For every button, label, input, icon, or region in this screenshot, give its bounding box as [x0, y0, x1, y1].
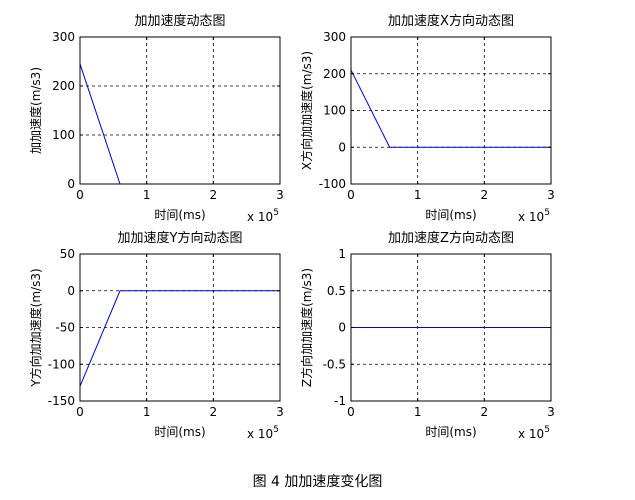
y-axis-label: 加加速度(m/s3)	[28, 67, 43, 154]
x-tick-label: 0	[347, 188, 355, 202]
y-tick-label: -0.5	[323, 357, 346, 371]
y-tick-label: 200	[52, 79, 75, 93]
chart-title: 加加速度X方向动态图	[388, 13, 514, 29]
y-axis-label: Z方向加加速度(m/s3)	[299, 268, 314, 387]
series-line-1	[79, 290, 280, 387]
x-exponent-label: x 105	[518, 425, 550, 441]
y-tick-label: 100	[52, 128, 75, 142]
y-tick-label: -50	[55, 321, 75, 335]
chart-title: 加加速度动态图	[134, 13, 225, 29]
x-axis-label: 时间(ms)	[425, 425, 476, 439]
x-tick-label: 2	[481, 188, 489, 202]
x-exponent-label: x 105	[247, 208, 279, 224]
y-tick-label: 100	[323, 104, 346, 118]
x-tick-label: 2	[210, 188, 218, 202]
y-tick-label: 300	[323, 30, 346, 44]
x-tick-label: 0	[347, 405, 355, 419]
plot-area	[80, 254, 280, 401]
plot-area	[80, 37, 280, 184]
chart-title: 加加速度Y方向动态图	[118, 230, 243, 246]
x-tick-label: 3	[547, 405, 555, 419]
x-tick-label: 2	[210, 405, 218, 419]
y-tick-label: 0.5	[327, 284, 346, 298]
x-tick-label: 1	[414, 188, 422, 202]
y-tick-label: 300	[52, 30, 75, 44]
x-tick-label: 3	[276, 188, 284, 202]
y-tick-label: -100	[319, 177, 346, 191]
y-tick-label: 0	[67, 177, 75, 191]
y-tick-label: -1	[334, 394, 346, 408]
y-axis-label: Y方向加加速度(m/s3)	[28, 268, 43, 387]
x-tick-label: 1	[143, 188, 151, 202]
x-exponent-label: x 105	[247, 425, 279, 441]
figure-caption: 图 4 加加速度变化图	[252, 474, 383, 490]
y-tick-label: 0	[338, 140, 346, 154]
chart-title: 加加速度Z方向动态图	[388, 230, 514, 246]
y-tick-label: -150	[48, 394, 75, 408]
y-tick-label: 200	[323, 67, 346, 81]
y-tick-label: 1	[338, 247, 346, 261]
y-tick-label: -100	[48, 357, 75, 371]
y-tick-label: 50	[60, 247, 75, 261]
x-tick-label: 0	[76, 405, 84, 419]
series-line-1	[350, 69, 551, 148]
x-axis-label: 时间(ms)	[154, 425, 205, 439]
x-tick-label: 0	[76, 188, 84, 202]
plot-area	[351, 37, 551, 184]
axes-frame	[79, 36, 281, 185]
y-tick-label: 0	[67, 284, 75, 298]
x-tick-label: 2	[481, 405, 489, 419]
x-tick-label: 3	[547, 188, 555, 202]
x-axis-label: 时间(ms)	[425, 208, 476, 222]
x-axis-label: 时间(ms)	[154, 208, 205, 222]
y-tick-label: 0	[338, 321, 346, 335]
y-axis-label: X方向加加速度(m/s3)	[299, 51, 314, 170]
x-tick-label: 1	[143, 405, 151, 419]
x-tick-label: 3	[276, 405, 284, 419]
x-tick-label: 1	[414, 405, 422, 419]
x-exponent-label: x 105	[518, 208, 550, 224]
